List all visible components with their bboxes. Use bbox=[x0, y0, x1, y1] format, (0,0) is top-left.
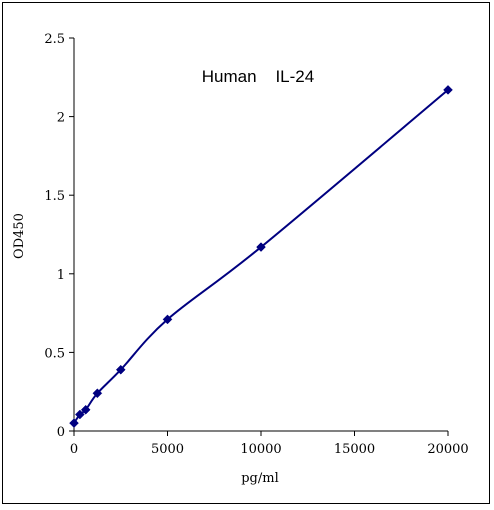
x-tick-label: 5000 bbox=[151, 442, 184, 457]
data-point-marker bbox=[256, 242, 266, 252]
data-point-marker bbox=[92, 388, 103, 399]
y-tick-label: 2.5 bbox=[44, 32, 65, 47]
chart-frame: 0 0.5 1 1.5 2 2.5 0 5000 10000 15000 20000 Human I… bbox=[2, 2, 490, 504]
y-tick-label: 1 bbox=[57, 268, 65, 283]
data-point-marker bbox=[115, 364, 126, 375]
series-layer bbox=[69, 85, 453, 428]
y-tick-label: 0 bbox=[57, 425, 65, 440]
chart-plot: 0 0.5 1 1.5 2 2.5 0 5000 10000 15000 20000 Human I… bbox=[12, 32, 469, 486]
data-point-marker bbox=[69, 418, 79, 428]
y-axis-title: OD450 bbox=[12, 213, 27, 259]
x-tick-label: 0 bbox=[70, 442, 78, 457]
data-point-marker bbox=[74, 409, 85, 420]
x-axis-title: pg/ml bbox=[241, 471, 279, 486]
data-point-marker bbox=[162, 314, 173, 325]
axes: 0 0.5 1 1.5 2 2.5 0 5000 10000 15000 20000 bbox=[44, 32, 468, 457]
chart-title: Human IL-24 bbox=[202, 67, 314, 86]
x-tick-label: 15000 bbox=[334, 442, 375, 457]
y-tick-label: 1.5 bbox=[44, 189, 65, 204]
x-tick-label: 10000 bbox=[240, 442, 281, 457]
data-point-marker bbox=[443, 85, 453, 95]
y-tick-label: 2 bbox=[57, 111, 65, 126]
series-line bbox=[73, 89, 449, 424]
data-point-marker bbox=[80, 404, 91, 415]
y-tick-label: 0.5 bbox=[44, 346, 65, 361]
x-tick-label: 20000 bbox=[427, 442, 468, 457]
